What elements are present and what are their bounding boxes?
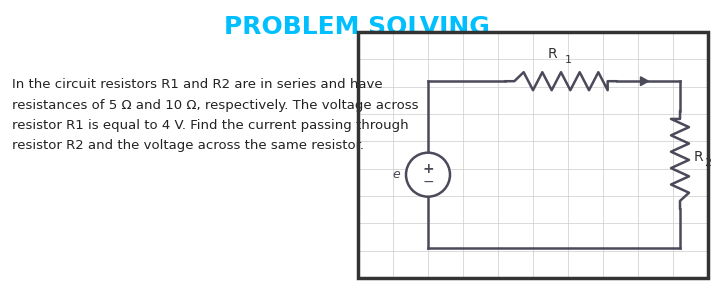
Polygon shape (640, 77, 649, 86)
Text: R: R (548, 47, 557, 61)
Text: 2: 2 (704, 158, 711, 168)
Text: −: − (422, 175, 434, 189)
Circle shape (406, 153, 450, 197)
Text: PROBLEM SOLVING: PROBLEM SOLVING (224, 15, 489, 39)
Text: In the circuit resistors R1 and R2 are in series and have
resistances of 5 Ω and: In the circuit resistors R1 and R2 are i… (12, 79, 419, 151)
Text: R: R (694, 150, 704, 164)
Text: +: + (422, 162, 434, 176)
Text: 1: 1 (565, 55, 572, 65)
Text: e: e (392, 168, 400, 181)
